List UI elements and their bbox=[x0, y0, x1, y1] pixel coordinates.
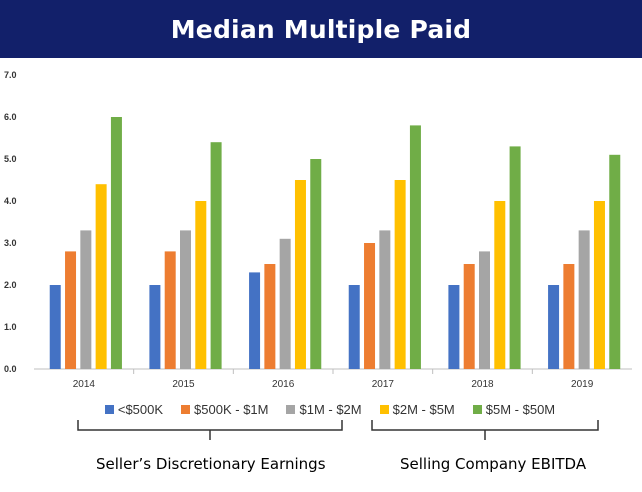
bar bbox=[65, 251, 77, 369]
legend-label: $5M - $50M bbox=[485, 402, 556, 417]
bar bbox=[593, 201, 605, 369]
legend-swatch bbox=[472, 405, 482, 414]
bar bbox=[180, 230, 191, 369]
group-label-sde: Seller’s Discretionary Earnings bbox=[96, 455, 326, 473]
x-tick-label: 2019 bbox=[571, 379, 594, 390]
y-tick-label: 5.0 bbox=[4, 154, 17, 164]
bar bbox=[563, 264, 575, 369]
bar bbox=[249, 272, 261, 369]
y-tick-label: 3.0 bbox=[4, 238, 17, 248]
legend: <$500K $500K - $1M $1M - $2M $2M - $5M $5M -… bbox=[70, 402, 590, 417]
bar bbox=[279, 238, 291, 369]
legend-swatch bbox=[181, 405, 191, 414]
x-tick-label: 2015 bbox=[172, 379, 195, 390]
bar bbox=[578, 230, 590, 369]
legend-label: <$500K bbox=[117, 402, 164, 417]
legend-swatch bbox=[379, 405, 389, 414]
legend-item: $500K - $1M bbox=[181, 402, 268, 417]
bar bbox=[80, 230, 92, 369]
legend-swatch bbox=[286, 405, 296, 414]
bar bbox=[494, 201, 506, 369]
bar bbox=[409, 125, 421, 370]
bracket-left bbox=[77, 420, 343, 440]
legend-label: $1M - $2M bbox=[299, 402, 362, 417]
bar bbox=[49, 285, 61, 369]
bar bbox=[310, 159, 322, 369]
legend-swatch bbox=[104, 405, 114, 414]
y-tick-label: 1.0 bbox=[4, 322, 17, 332]
bar bbox=[149, 285, 161, 369]
y-tick-label: 2.0 bbox=[4, 280, 17, 290]
y-tick-label: 7.0 bbox=[4, 70, 17, 80]
chart-title: Median Multiple Paid bbox=[170, 14, 472, 44]
group-brackets bbox=[77, 420, 599, 440]
bar bbox=[110, 117, 122, 369]
bar bbox=[463, 264, 475, 369]
x-tick-label: 2018 bbox=[471, 379, 494, 390]
legend-label: $500K - $1M bbox=[194, 402, 269, 417]
x-tick-label: 2017 bbox=[372, 379, 395, 390]
bar bbox=[509, 146, 521, 369]
bar bbox=[164, 251, 176, 369]
bar bbox=[364, 243, 376, 369]
legend-item: $2M - $5M bbox=[379, 402, 455, 417]
legend-item: $5M - $50M bbox=[472, 402, 556, 417]
bar bbox=[195, 201, 207, 369]
bar bbox=[448, 285, 460, 369]
bar bbox=[379, 230, 391, 369]
bracket-right bbox=[371, 420, 599, 440]
y-tick-label: 0.0 bbox=[4, 364, 17, 374]
bar bbox=[95, 184, 107, 369]
bar bbox=[348, 285, 360, 369]
bar bbox=[609, 154, 621, 369]
y-tick-label: 4.0 bbox=[4, 196, 17, 206]
bar bbox=[210, 142, 222, 369]
x-tick-label: 2016 bbox=[272, 379, 295, 390]
x-tick-label: 2014 bbox=[73, 379, 96, 390]
bar bbox=[294, 180, 306, 369]
title-bar: Median Multiple Paid bbox=[0, 0, 642, 58]
y-tick-label: 6.0 bbox=[4, 112, 17, 122]
legend-label: $2M - $5M bbox=[392, 402, 455, 417]
group-label-ebitda: Selling Company EBITDA bbox=[400, 455, 587, 473]
bar bbox=[394, 180, 406, 369]
legend-item: $1M - $2M bbox=[286, 402, 362, 417]
bar-chart: 0.0 1.0 2.0 3.0 4.0 5.0 6.0 7.0 2014 2015 2016 2017… bbox=[4, 70, 632, 390]
bar bbox=[548, 285, 560, 369]
bar bbox=[264, 264, 276, 369]
legend-item: <$500K bbox=[104, 402, 164, 417]
bar bbox=[479, 251, 490, 369]
